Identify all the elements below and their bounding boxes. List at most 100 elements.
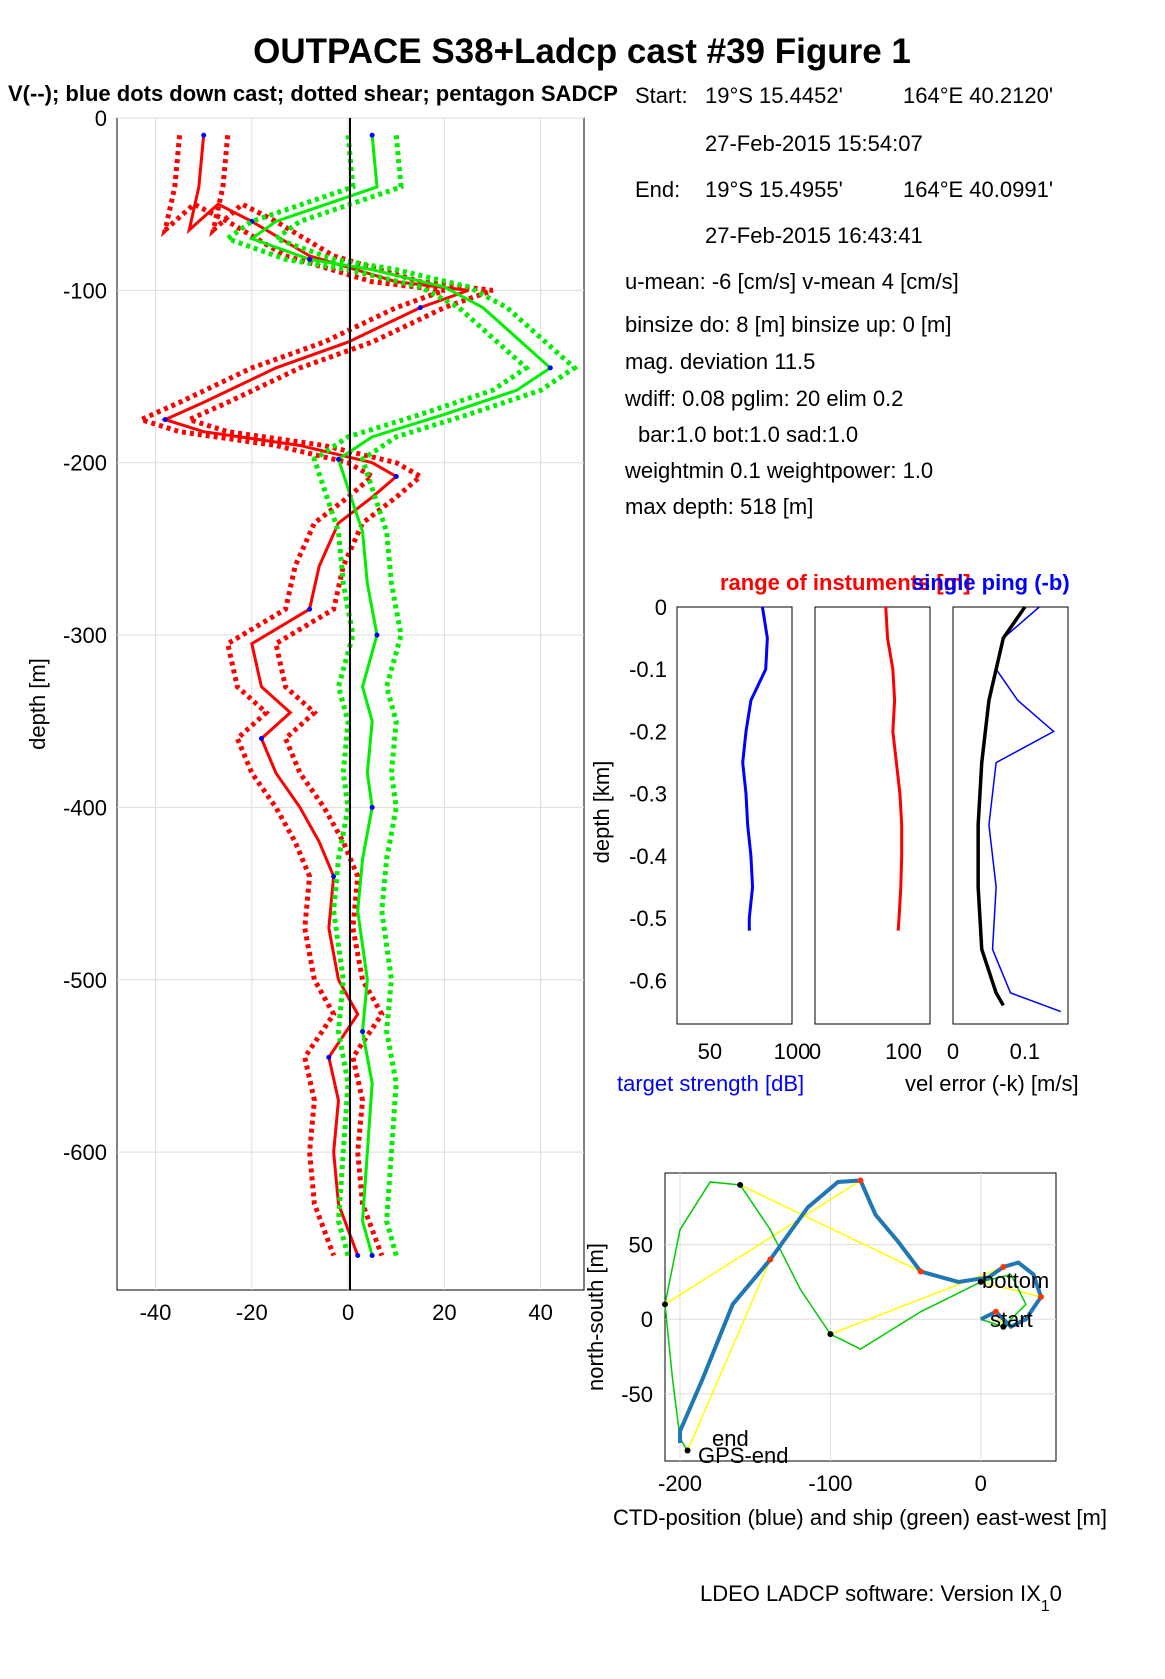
binsize: binsize do: 8 [m] binsize up: 0 [m] — [625, 312, 952, 337]
velocity-profile-plot: -40 -20 0 20 400-100-200-300-400-500-600 dep… — [25, 106, 585, 1325]
main-y-tick: -600 — [63, 1140, 107, 1165]
u-shear-bound — [134, 135, 446, 1257]
main-x-tick: 0 — [342, 1300, 354, 1325]
vel-error-label: vel error (-k) [m/s] — [905, 1071, 1079, 1096]
ctd-marker — [1000, 1264, 1007, 1271]
small-y-tick: 0 — [655, 595, 667, 620]
main-x-tick: -20 — [236, 1300, 268, 1325]
ship-marker — [684, 1447, 691, 1454]
map-x-label: CTD-position (blue) and ship (green) eas… — [613, 1505, 1107, 1530]
downcast-dot — [335, 456, 341, 462]
vel-error-axes — [952, 606, 1069, 1025]
ship-ctd-link — [686, 1259, 771, 1451]
map-y-tick: 0 — [641, 1307, 653, 1332]
small-y-tick: -0.1 — [629, 657, 667, 682]
downcast-dot — [331, 873, 337, 879]
footer-subscript: 1 — [1041, 1598, 1050, 1615]
target-strength-line — [741, 606, 769, 931]
main-x-tick: -40 — [140, 1300, 172, 1325]
footer-version: LDEO LADCP software: Version IX10 — [700, 1581, 1062, 1615]
weight: weightmin 0.1 weightpower: 1.0 — [624, 458, 933, 483]
position-map: -200 -100 0 50 0 -50 bottom start end GPS-end… — [583, 1172, 1107, 1530]
footer-main: LDEO LADCP software: Version IX — [700, 1581, 1041, 1606]
main-series — [134, 132, 579, 1259]
downcast-dot — [162, 417, 168, 423]
ctd-marker — [992, 1308, 999, 1315]
ctd-marker — [767, 1256, 774, 1263]
main-ticks: -40 -20 0 20 400-100-200-300-400-500-600 — [63, 106, 553, 1325]
downcast-dot — [369, 804, 375, 810]
ship-marker — [977, 1278, 984, 1285]
ship-ctd-link — [980, 1281, 1042, 1298]
map-ticks: -200 -100 0 50 0 -50 — [621, 1233, 987, 1496]
wdiff: wdiff: 0.08 pglim: 20 elim 0.2 — [624, 386, 903, 411]
cast-info: Start: 19°S 15.4452' 164°E 40.2120' 27-F… — [624, 83, 1053, 519]
target-strength-axes — [676, 606, 793, 1025]
downcast-dot — [417, 305, 423, 311]
vel-error-k-line — [976, 606, 1027, 1007]
instrument-panels: range of instuments [m] single ping (-b)… — [589, 570, 1079, 1096]
downcast-dot — [374, 632, 380, 638]
end-lon: 164°E 40.0991' — [903, 177, 1053, 202]
gps-end-label: GPS-end — [698, 1443, 789, 1468]
downcast-dot — [201, 132, 207, 138]
ship-marker — [827, 1331, 834, 1338]
mag-deviation: mag. deviation 11.5 — [625, 349, 815, 374]
small-y-tick: -0.4 — [629, 844, 667, 869]
ship-marker — [662, 1301, 668, 1308]
main-y-tick: -500 — [63, 968, 107, 993]
small-x-tick: 50 — [698, 1039, 722, 1064]
small-x-tick: 0 — [947, 1039, 959, 1064]
ship-marker — [737, 1181, 744, 1188]
start-lat: 19°S 15.4452' — [705, 83, 843, 108]
v-velocity-line — [248, 135, 553, 1256]
small-y-tick: -0.2 — [629, 719, 667, 744]
map-grid — [665, 1173, 1056, 1461]
figure-subtitle: V(--); blue dots down cast; dotted shear… — [8, 81, 618, 106]
map-y-tick: 50 — [629, 1233, 653, 1258]
map-axes — [664, 1172, 1057, 1462]
ctd-marker — [857, 1177, 864, 1184]
main-y-tick: -200 — [63, 451, 107, 476]
small-y-tick: -0.6 — [629, 968, 667, 993]
downcast-dot — [369, 1253, 375, 1259]
small-x-tick: 0 — [809, 1039, 821, 1064]
downcast-dot — [307, 256, 313, 262]
ship-ctd-link — [664, 1179, 861, 1305]
downcast-dot — [326, 1054, 332, 1060]
instrument-range-line — [884, 606, 904, 931]
end-lat: 19°S 15.4955' — [705, 177, 843, 202]
start-map-label: start — [990, 1307, 1033, 1332]
small-x-tick: 100 — [774, 1039, 811, 1064]
small-x-tick: 100 — [885, 1039, 922, 1064]
bottom-label: bottom — [982, 1268, 1049, 1293]
main-y-tick: 0 — [95, 106, 107, 131]
end-map-label: end — [712, 1426, 749, 1451]
range-title: range of instuments [m] — [720, 570, 971, 595]
main-x-tick: 20 — [432, 1300, 456, 1325]
downcast-dot — [360, 1028, 366, 1034]
main-y-tick: -100 — [63, 278, 107, 303]
downcast-dot — [307, 606, 313, 612]
main-y-label: depth [m] — [25, 658, 50, 750]
figure-title: OUTPACE S38+Ladcp cast #39 Figure 1 — [253, 32, 911, 71]
ctd-marker — [917, 1268, 924, 1275]
ship-ctd-link — [739, 1184, 921, 1273]
main-y-tick: -300 — [63, 623, 107, 648]
downcast-dot — [393, 473, 399, 479]
ship-marker — [1000, 1323, 1007, 1330]
map-y-tick: -50 — [621, 1382, 653, 1407]
small-y-tick: -0.5 — [629, 906, 667, 931]
start-label: Start: — [635, 83, 688, 108]
main-x-tick: 40 — [528, 1300, 552, 1325]
footer-suffix: 0 — [1050, 1581, 1062, 1606]
end-time: 27-Feb-2015 16:43:41 — [705, 223, 923, 248]
start-time: 27-Feb-2015 15:54:07 — [705, 131, 923, 156]
ctd-marker — [1037, 1293, 1044, 1300]
map-x-tick: 0 — [975, 1471, 987, 1496]
downcast-dot — [355, 1253, 361, 1259]
small-series — [741, 606, 1062, 1013]
max-depth: max depth: 518 [m] — [625, 494, 813, 519]
